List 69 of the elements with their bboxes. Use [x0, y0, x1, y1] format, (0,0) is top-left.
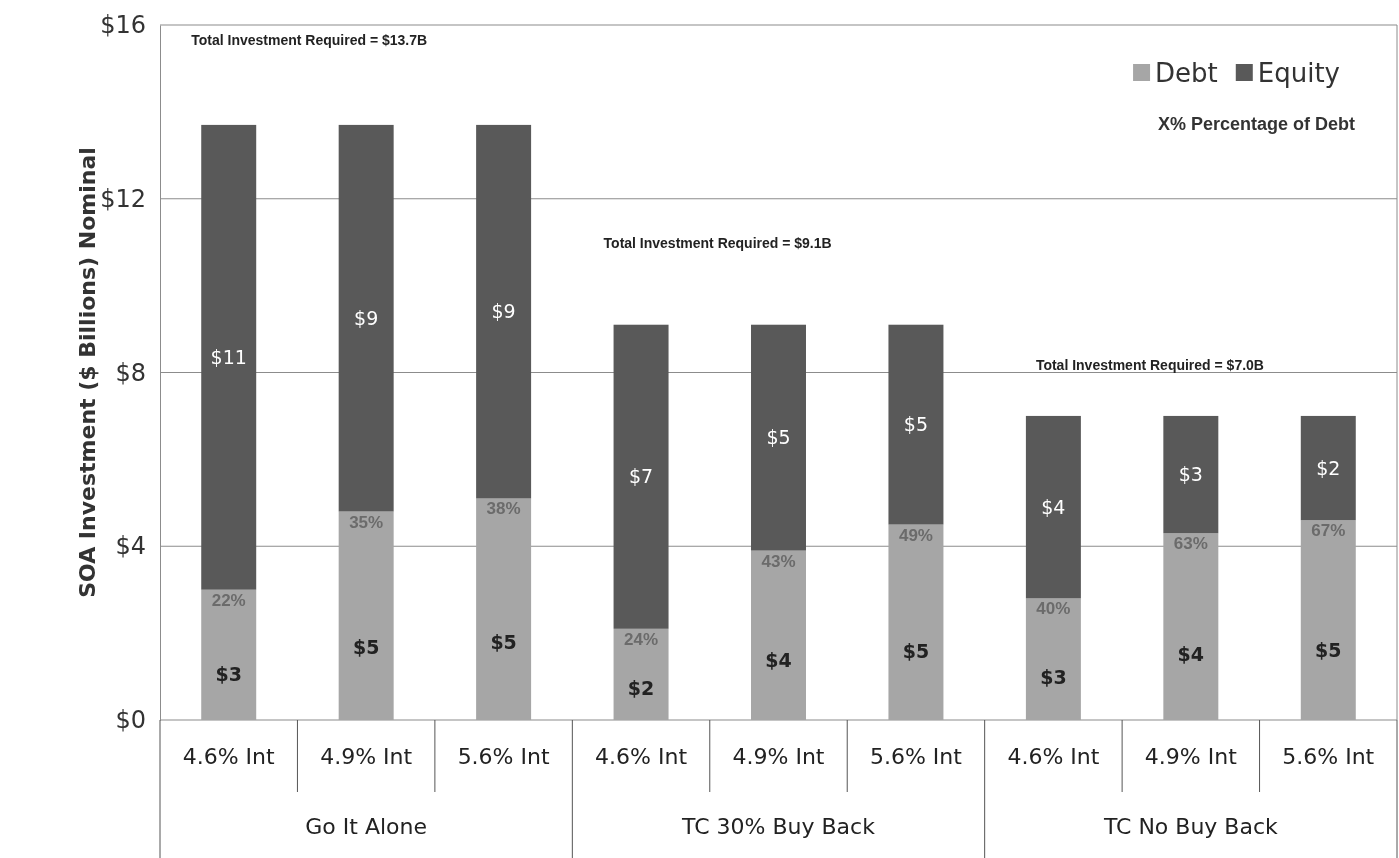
data-label: $3 — [1178, 463, 1203, 486]
text: TC No Buy Back — [1102, 813, 1279, 839]
annotation: Total Investment Required = $9.1B — [603, 235, 832, 251]
x-tick-label: 4.6% Int — [1007, 743, 1100, 769]
bar — [888, 324, 944, 525]
data-label: $5 — [902, 640, 930, 663]
x-tick-label: 4.6% Int — [182, 743, 276, 769]
x-tick-label: 4.6% Int — [595, 743, 688, 769]
annotation: 38% — [486, 499, 521, 519]
data-label: $5 — [766, 426, 791, 449]
data-label: $7 — [628, 465, 654, 488]
annotation: 22% — [211, 590, 246, 610]
annotation: Total Investment Required = $13.7B — [191, 32, 428, 48]
x-tick-label: 4.9% Int — [320, 743, 413, 769]
data-label: $2 — [1316, 456, 1341, 479]
x-tick-label: 5.6% Int — [869, 743, 963, 769]
y-tick-label: $0 — [115, 706, 146, 735]
data-label: $5 — [490, 631, 517, 654]
x-tick-label: 5.6% Int — [457, 743, 550, 769]
bar — [338, 511, 394, 720]
annotation: 67% — [1311, 521, 1346, 541]
bar — [1163, 415, 1219, 534]
bar — [1025, 415, 1081, 599]
y-tick-label: $12 — [100, 184, 146, 213]
data-label: $5 — [1315, 638, 1342, 661]
annotation: 35% — [349, 512, 384, 532]
annotation: X% Percentage of Debt — [1157, 114, 1355, 134]
data-label: $4 — [1041, 495, 1066, 518]
x-tick-label: 4.9% Int — [1144, 743, 1238, 769]
x-tick-label: 5.6% Int — [1282, 743, 1375, 769]
legend-label: Debt — [1155, 58, 1218, 88]
data-label: $3 — [215, 663, 242, 686]
y-tick-label: $8 — [115, 358, 146, 387]
text: Go It Alone — [305, 813, 428, 839]
data-label: $9 — [354, 306, 379, 329]
bar — [751, 550, 806, 720]
annotation: 40% — [1036, 599, 1071, 619]
bar — [201, 124, 257, 590]
data-label: $5 — [352, 635, 380, 658]
y-axis-title: SOA Investment ($ Billions) Nominal — [75, 147, 100, 598]
bar — [1300, 520, 1356, 720]
legend-label: Equity — [1257, 58, 1340, 88]
annotation: 43% — [761, 551, 796, 571]
annotation: 63% — [1173, 534, 1208, 554]
data-label: $3 — [1040, 666, 1067, 689]
y-tick-label: $4 — [115, 532, 146, 561]
bar — [751, 324, 806, 551]
annotation: 49% — [898, 525, 933, 545]
bar — [338, 124, 394, 512]
bar — [1025, 598, 1081, 720]
data-label: $4 — [1177, 643, 1205, 666]
data-label: $11 — [210, 345, 247, 368]
bar — [476, 498, 532, 720]
annotation: Total Investment Required = $7.0B — [1035, 357, 1264, 373]
data-label: $5 — [903, 413, 929, 436]
bar — [1163, 533, 1219, 720]
bar — [201, 589, 257, 720]
bar — [888, 524, 944, 720]
bar — [476, 124, 532, 499]
text: TC 30% Buy Back — [681, 813, 876, 839]
data-label: $9 — [491, 300, 516, 323]
data-label: $2 — [627, 676, 655, 699]
data-label: $4 — [765, 649, 792, 672]
bar — [613, 628, 669, 720]
y-tick-label: $16 — [100, 11, 146, 40]
bar — [613, 324, 669, 629]
bar — [1300, 415, 1356, 521]
x-tick-label: 4.9% Int — [732, 743, 825, 769]
annotation: 24% — [624, 629, 659, 649]
